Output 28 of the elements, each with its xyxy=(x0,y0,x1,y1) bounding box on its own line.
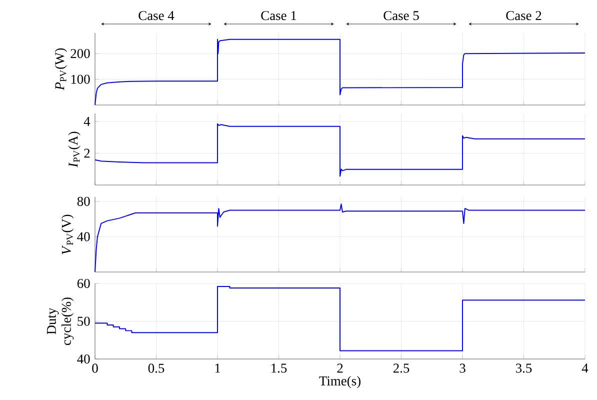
x-tick-label: 2.5 xyxy=(393,364,410,373)
x-tick-label: 1 xyxy=(215,364,220,373)
text: Case 5 xyxy=(384,11,419,20)
y-tick-label: 40 xyxy=(77,232,90,242)
y-tick-label: 40 xyxy=(77,354,90,364)
y-tick-label: 50 xyxy=(78,316,90,326)
x-axis-title: Time(s) xyxy=(319,376,360,388)
x-tick-label: 0.5 xyxy=(148,364,164,373)
text: Case 4 xyxy=(138,11,174,20)
y-tick-label: 2 xyxy=(84,148,90,158)
y-tick-label: 80 xyxy=(77,196,90,206)
x-tick-label: 4 xyxy=(582,364,588,373)
x-tick-label: 3 xyxy=(460,364,466,373)
y-axis-title: P$_{PV}$(W) xyxy=(54,48,67,90)
y-tick-label: 4 xyxy=(84,117,90,126)
y-tick-label: 60 xyxy=(77,278,90,288)
x-tick-label: 0 xyxy=(92,364,98,373)
y-axis-title: V$_{PV}$(V) xyxy=(61,214,74,254)
x-tick-label: 3.5 xyxy=(516,364,532,373)
y-tick-label: 200 xyxy=(70,49,90,58)
text: Case 2 xyxy=(506,11,542,20)
y-axis-title: I$_{PV}$(A) xyxy=(68,132,80,168)
line-series xyxy=(94,123,586,177)
x-tick-label: 2 xyxy=(337,364,343,373)
text: Case 1 xyxy=(261,11,296,20)
x-tick-label: 1.5 xyxy=(272,364,287,373)
y-axis-title: Duty cycle(%) xyxy=(47,298,74,345)
y-tick-label: 100 xyxy=(71,74,90,84)
